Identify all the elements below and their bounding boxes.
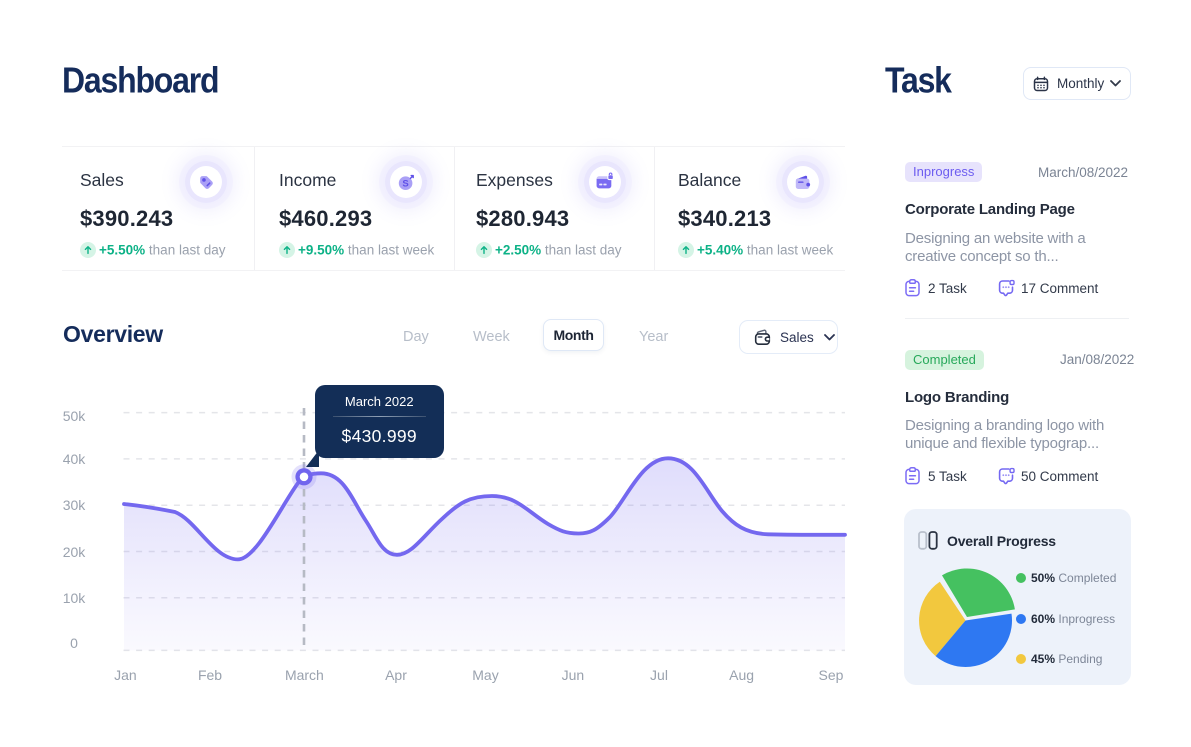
svg-text:Feb: Feb (198, 667, 222, 683)
svg-text:May: May (472, 667, 498, 683)
svg-text:10k: 10k (63, 590, 87, 606)
svg-text:0: 0 (70, 635, 78, 651)
svg-text:S: S (402, 178, 408, 189)
svg-text:50k: 50k (63, 408, 87, 424)
svg-text:Aug: Aug (729, 667, 754, 683)
svg-text:40k: 40k (63, 451, 87, 467)
svg-text:March: March (285, 667, 324, 683)
svg-text:Jul: Jul (650, 667, 668, 683)
svg-text:20k: 20k (63, 544, 87, 560)
svg-text:Jan: Jan (114, 667, 137, 683)
svg-text:Sep: Sep (819, 667, 844, 683)
svg-text:Apr: Apr (385, 667, 407, 683)
svg-text:30k: 30k (63, 497, 87, 513)
svg-text:Jun: Jun (562, 667, 585, 683)
